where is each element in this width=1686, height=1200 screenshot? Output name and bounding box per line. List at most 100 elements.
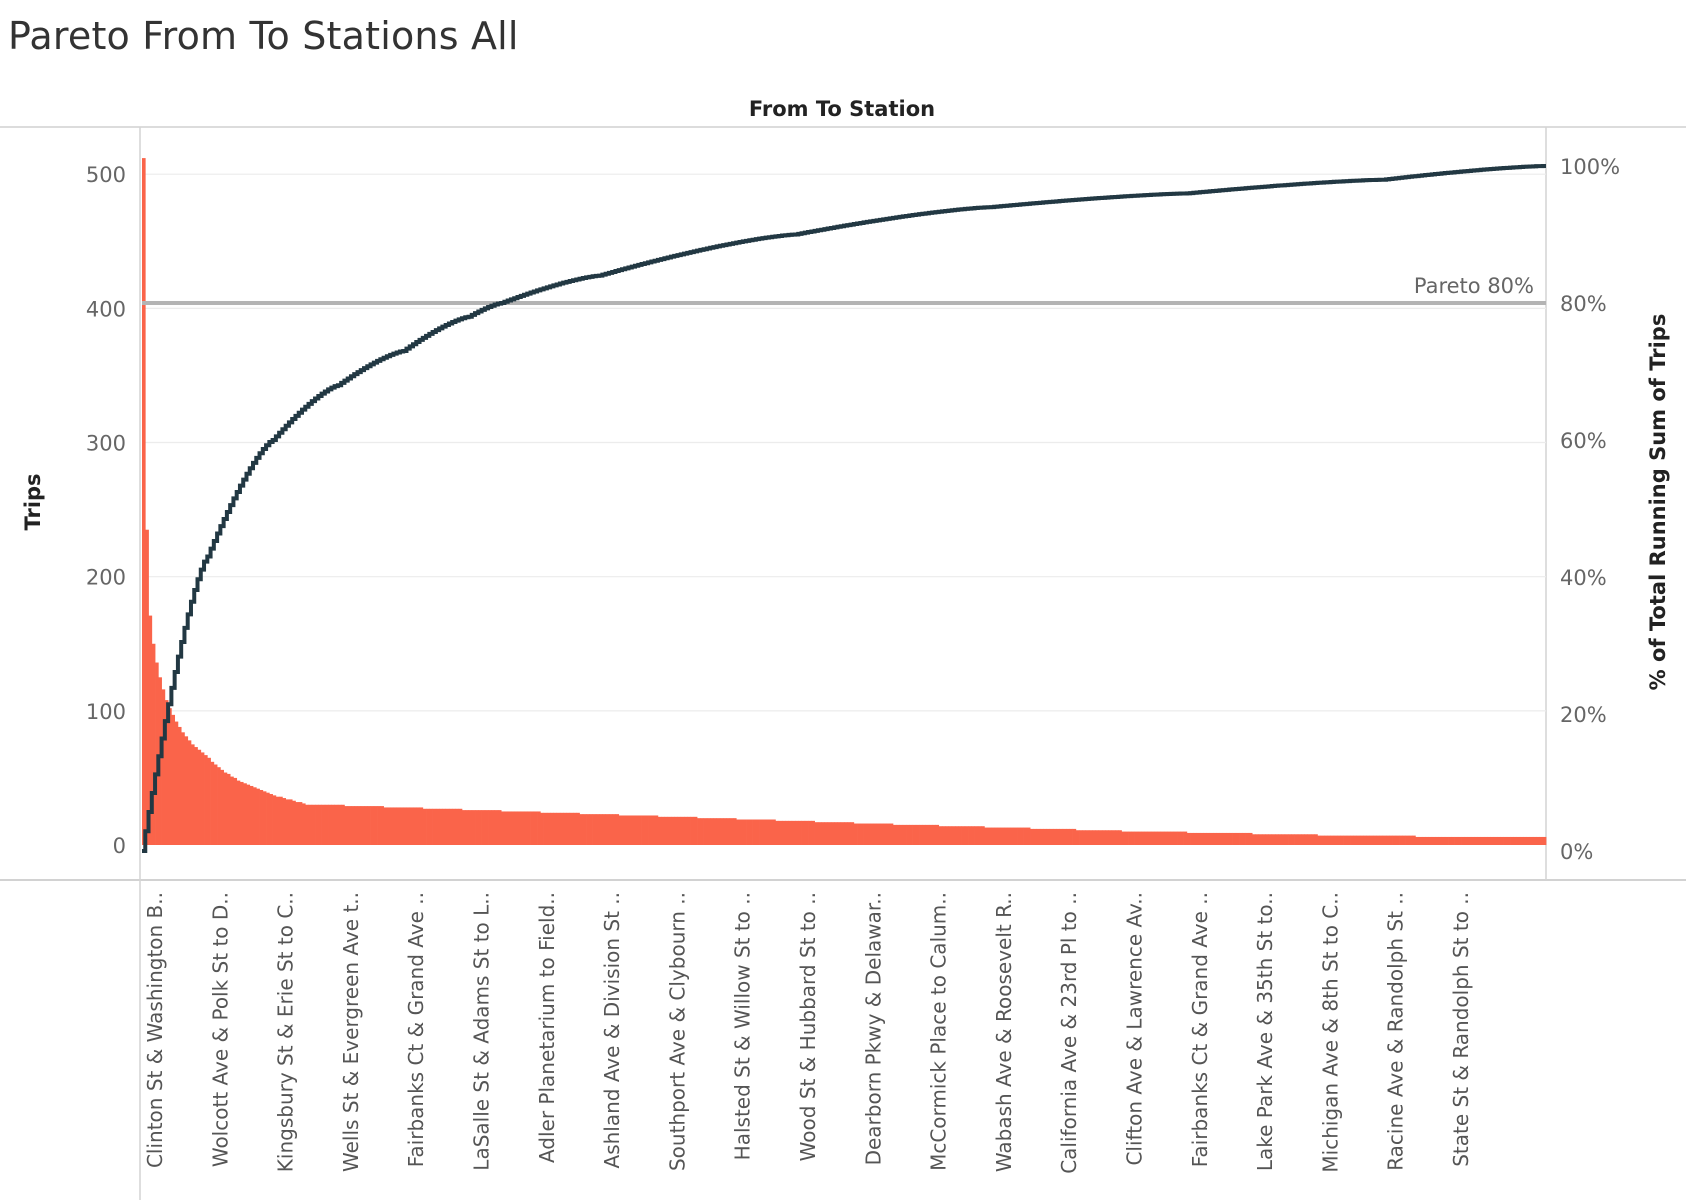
bar xyxy=(383,807,388,845)
bar xyxy=(1170,831,1175,845)
bar xyxy=(928,824,933,845)
y2-axis-title: % of Total Running Sum of Trips xyxy=(1646,314,1670,691)
bar xyxy=(171,714,176,845)
bar xyxy=(416,807,420,845)
bar xyxy=(187,740,192,845)
bar xyxy=(1059,828,1064,845)
bar xyxy=(253,787,257,845)
bar xyxy=(602,814,606,845)
bar xyxy=(563,812,567,845)
bar xyxy=(1278,834,1282,845)
bar xyxy=(762,819,766,845)
column-header-from-to-station: From To Station xyxy=(749,97,935,121)
bar xyxy=(1310,834,1315,845)
bar xyxy=(788,820,793,845)
bar xyxy=(533,811,538,845)
bar xyxy=(651,815,655,845)
bar xyxy=(873,823,878,845)
bar xyxy=(373,806,378,845)
pareto-80-label: Pareto 80% xyxy=(1414,274,1534,298)
bar xyxy=(1291,834,1295,845)
bar xyxy=(566,812,571,845)
bar xyxy=(1229,832,1233,845)
bar xyxy=(1180,831,1184,845)
bar xyxy=(860,823,864,845)
bar xyxy=(1196,832,1201,845)
bar xyxy=(1245,832,1250,845)
bar xyxy=(1177,831,1181,845)
bar xyxy=(582,814,587,845)
bar xyxy=(461,810,466,845)
bar xyxy=(1039,828,1044,845)
bar xyxy=(677,816,682,845)
bar xyxy=(703,818,708,845)
bar xyxy=(1212,832,1217,845)
bar xyxy=(1271,834,1276,845)
y-axis-title: Trips xyxy=(21,473,45,530)
bar xyxy=(194,747,198,845)
bar xyxy=(644,815,649,845)
x-category-label: Wolcott Ave & Polk St to D.. xyxy=(208,892,232,1167)
bar xyxy=(1265,834,1269,845)
x-category-label: Michigan Ave & 8th St to C.. xyxy=(1318,892,1342,1173)
bar xyxy=(608,814,613,845)
bar xyxy=(357,806,362,845)
bar xyxy=(318,804,322,845)
bar xyxy=(902,824,907,845)
bar xyxy=(1190,832,1194,845)
bar xyxy=(210,761,215,845)
bar xyxy=(1327,835,1331,845)
y-tick-label: 300 xyxy=(86,432,126,456)
bar xyxy=(1493,836,1498,845)
bar xyxy=(1128,831,1132,845)
bar xyxy=(1464,836,1468,845)
bar xyxy=(1026,827,1031,845)
bar xyxy=(315,804,319,845)
bar xyxy=(922,824,926,845)
bar xyxy=(230,776,234,845)
bar xyxy=(1160,831,1165,845)
bar xyxy=(148,615,153,845)
bar xyxy=(1402,835,1406,845)
x-category-label: Ashland Ave & Division St .. xyxy=(600,892,624,1168)
bar xyxy=(1013,827,1018,845)
bar xyxy=(1510,836,1514,845)
bar xyxy=(706,818,711,845)
bar xyxy=(501,811,505,845)
bar xyxy=(448,808,453,845)
bar xyxy=(1294,834,1299,845)
bar xyxy=(1513,836,1517,845)
bar xyxy=(354,806,358,845)
bar xyxy=(579,814,584,845)
bar xyxy=(573,812,577,845)
bar xyxy=(821,822,825,845)
bar xyxy=(1235,832,1240,845)
bar xyxy=(1317,835,1322,845)
x-category-label: Clifton Ave & Lawrence Av.. xyxy=(1123,892,1147,1166)
bar xyxy=(1255,834,1260,845)
bar xyxy=(1079,830,1083,845)
bar xyxy=(1467,836,1472,845)
bar xyxy=(955,826,959,845)
bar xyxy=(628,815,633,845)
bar xyxy=(1203,832,1207,845)
x-category-label: Wells St & Evergreen Ave t.. xyxy=(339,892,363,1172)
bar xyxy=(576,812,580,845)
bar xyxy=(537,811,541,845)
bar xyxy=(909,824,913,845)
bar xyxy=(1408,835,1413,845)
bar xyxy=(1519,836,1524,845)
bar xyxy=(1461,836,1465,845)
bar xyxy=(670,816,675,845)
bar xyxy=(1474,836,1478,845)
y2-tick-label: 60% xyxy=(1560,429,1607,453)
bar xyxy=(1340,835,1344,845)
bar xyxy=(1412,835,1416,845)
bar xyxy=(1526,836,1531,845)
bar xyxy=(1157,831,1162,845)
bar xyxy=(1506,836,1511,845)
bar xyxy=(1542,836,1547,845)
bar xyxy=(1428,836,1433,845)
bar xyxy=(1036,828,1041,845)
bar xyxy=(742,819,747,845)
